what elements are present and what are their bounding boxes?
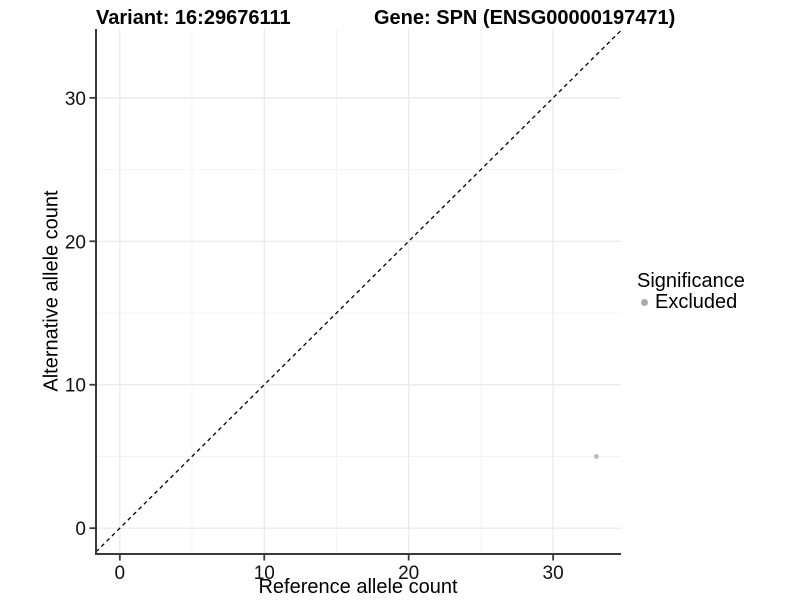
axis-lines-group: [95, 29, 621, 555]
x-tick-label: 20: [398, 563, 419, 584]
legend: Significance Excluded: [637, 271, 745, 313]
data-point: [594, 454, 599, 459]
legend-item-label: Excluded: [655, 291, 738, 313]
x-tick-label: 30: [543, 563, 564, 584]
y-tick-label: 20: [65, 232, 86, 253]
y-tick-label: 0: [75, 519, 86, 540]
tick-marks-group: [89, 96, 555, 561]
legend-title: Significance: [637, 270, 745, 292]
major-gridlines-group: [96, 29, 621, 554]
y-tick-label: 30: [65, 89, 86, 110]
legend-key-dot-icon: [641, 299, 648, 306]
gene-title: Gene: SPN (ENSG00000197471): [374, 7, 676, 29]
y-tick-label: 10: [65, 376, 86, 397]
y-axis-title: Alternative allele count: [40, 190, 63, 392]
x-tick-label: 10: [254, 563, 275, 584]
identity-line: [95, 29, 622, 553]
minor-gridlines-group: [96, 29, 621, 554]
legend-item: Excluded: [637, 292, 745, 313]
tick-labels-group: 0 10 20 30 0 10 20 30: [65, 89, 564, 584]
x-tick-label: 0: [115, 563, 126, 584]
x-axis-title: Reference allele count: [258, 576, 458, 598]
legend-items: Excluded: [637, 292, 745, 313]
identity-reference-line: [95, 29, 622, 553]
variant-title: Variant: 16:29676111: [96, 7, 291, 29]
data-points-group: [594, 454, 599, 459]
